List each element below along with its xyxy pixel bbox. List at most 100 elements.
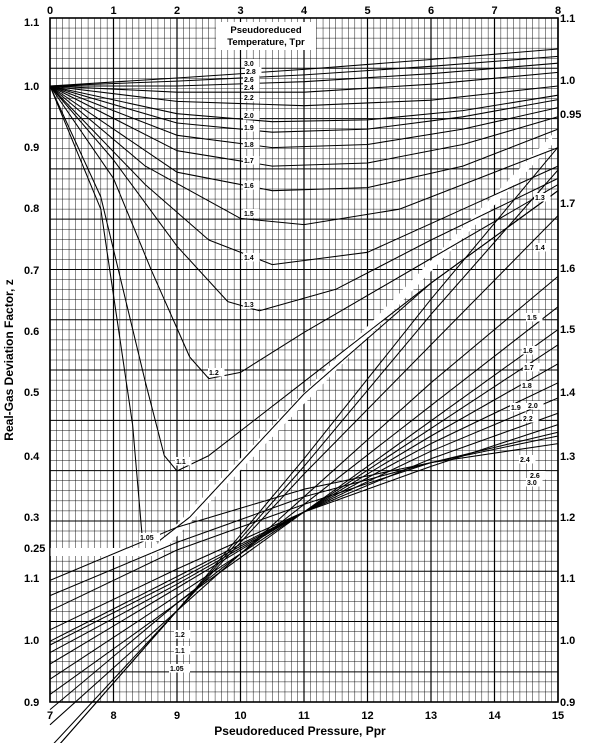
high-label-1.4-bg (534, 243, 551, 252)
plot-frame (49, 17, 559, 703)
low-label-1.9-bg (243, 123, 260, 132)
curve-low-tpr-2.8 (49, 55, 559, 87)
curve-low-tpr-2.2 (49, 85, 559, 107)
x-tick-bottom: 7 (47, 710, 53, 722)
high-label-1.4: 1.4 (535, 245, 545, 252)
y-tick-right-lower: 1.1 (560, 573, 575, 585)
title-block: Pseudoreduced Temperature, Tpr (216, 22, 316, 50)
curve-high-tpr-3.0 (49, 443, 559, 581)
low-label-2.6: 2.6 (244, 77, 254, 84)
title-background (216, 22, 316, 50)
high-label-1.8-bg (521, 381, 538, 390)
high-label-1.3-bg (534, 193, 551, 202)
y-tick-right-upper: 1.3 (560, 451, 575, 463)
low-label-2.8-bg (245, 67, 262, 76)
low-label-2.0: 2.0 (244, 113, 254, 120)
low-label-1.8: 1.8 (244, 142, 254, 149)
x-tick-bottom: 14 (488, 710, 501, 722)
high-label-2.2-bg (522, 414, 539, 423)
x-tick-top: 4 (301, 5, 308, 17)
low-label-1.1: 1.1 (176, 459, 186, 466)
high-label-1.1-bg (174, 646, 191, 655)
low-label-3.0-bg (243, 59, 260, 68)
curve-low-tpr-1.2 (49, 85, 559, 380)
curve-low-tpr-3.0 (49, 48, 559, 87)
curve-high-tpr-1.2 (53, 215, 559, 743)
high-label-2.4-bg (519, 455, 536, 464)
high-label-1.8: 1.8 (522, 383, 532, 390)
x-tick-top: 2 (174, 5, 180, 17)
y-tick-left-upper: 0.25 (24, 543, 45, 555)
low-label-1.9: 1.9 (244, 125, 254, 132)
y-tick-right-upper: 1.4 (560, 387, 576, 399)
curve-low-tpr-1.5 (49, 85, 559, 226)
x-tick-top: 8 (555, 5, 561, 17)
low-label-1.6-bg (243, 181, 260, 190)
high-label-1.1: 1.1 (175, 648, 185, 655)
x-tick-top: 1 (110, 5, 116, 17)
x-tick-bottom: 9 (174, 710, 180, 722)
y-tick-left-upper: 0.3 (24, 512, 39, 524)
curve-low-tpr-1.9 (49, 85, 559, 133)
x-tick-bottom: 12 (361, 710, 373, 722)
y-tick-right-upper: 1.7 (560, 198, 575, 210)
high-label-2.4: 2.4 (520, 457, 530, 464)
high-label-1.7: 1.7 (524, 365, 534, 372)
y-tick-right-lower: 1.0 (560, 635, 575, 647)
x-tick-bottom: 11 (298, 710, 310, 722)
high-label-1.9: 1.9 (511, 405, 521, 412)
curve-high-tpr-1.4 (49, 306, 559, 711)
curve-low-tpr-2.6 (50, 62, 559, 87)
low-label-1.05-bg (139, 533, 160, 542)
x-tick-top: 3 (237, 5, 243, 17)
x-axis-label: Pseudoreduced Pressure, Ppr (214, 724, 386, 738)
blank-strip (50, 548, 156, 556)
y-tick-right-lower: 0.9 (560, 697, 575, 709)
high-label-1.5: 1.5 (527, 315, 537, 322)
chart-title-line-2: Temperature, Tpr (227, 37, 305, 48)
curve-high-tpr-1.5 (49, 329, 559, 695)
low-label-2.2-bg (243, 93, 260, 102)
y-tick-right-upper: 1.0 (560, 75, 575, 87)
high-label-1.2-bg (174, 630, 191, 639)
y-axis-label: Real-Gas Deviation Factor, z (2, 279, 16, 440)
y-tick-left-lower: 1.1 (24, 573, 39, 585)
tick-labels: 0 1 2 3 4 5 6 7 87 8 9 10 11 12 13 14 151.11.00.90.80.70… (24, 5, 581, 722)
y-tick-left-upper: 0.4 (24, 451, 40, 463)
high-label-1.6-bg (522, 346, 539, 355)
high-label-2.0-bg (527, 401, 544, 410)
x-tick-top: 7 (491, 5, 497, 17)
low-label-1.3: 1.3 (244, 302, 254, 309)
curve-high-tpr-1.3 (49, 275, 559, 726)
curve-labels: 3.02.82.62.42.22.01.91.81.71.61.51.41.31… (139, 59, 551, 673)
curve-high-tpr-1.05 (60, 146, 559, 743)
x-tick-bottom: 15 (552, 710, 564, 722)
high-label-1.7-bg (523, 363, 540, 372)
x-tick-top: 0 (47, 5, 53, 17)
x-tick-bottom: 10 (234, 710, 246, 722)
low-label-1.2: 1.2 (209, 370, 219, 377)
y-tick-left-upper: 0.6 (24, 326, 39, 338)
low-label-2.6-bg (243, 75, 260, 84)
y-tick-left-upper: 1.1 (24, 17, 39, 29)
blank-diagonal-band (150, 135, 552, 552)
low-label-2.0-bg (243, 111, 260, 120)
x-tick-top: 5 (364, 5, 370, 17)
low-label-2.4-bg (243, 83, 260, 92)
y-tick-left-upper: 0.8 (24, 203, 39, 215)
low-label-2.4: 2.4 (244, 85, 254, 92)
low-label-1.5-bg (243, 209, 260, 218)
low-label-3.0: 3.0 (244, 61, 254, 68)
low-label-1.3-bg (243, 300, 260, 309)
high-label-1.05: 1.05 (170, 666, 184, 673)
high-label-1.3: 1.3 (535, 195, 545, 202)
y-tick-right-upper: 0.95 (560, 109, 581, 121)
high-label-1.6: 1.6 (523, 348, 533, 355)
high-pressure-curves (49, 146, 559, 743)
high-label-1.5-bg (526, 313, 543, 322)
high-label-3.0: 3.0 (527, 480, 537, 487)
low-label-2.8: 2.8 (246, 69, 256, 76)
y-tick-left-upper: 0.5 (24, 387, 39, 399)
low-label-2.2: 2.2 (244, 95, 254, 102)
